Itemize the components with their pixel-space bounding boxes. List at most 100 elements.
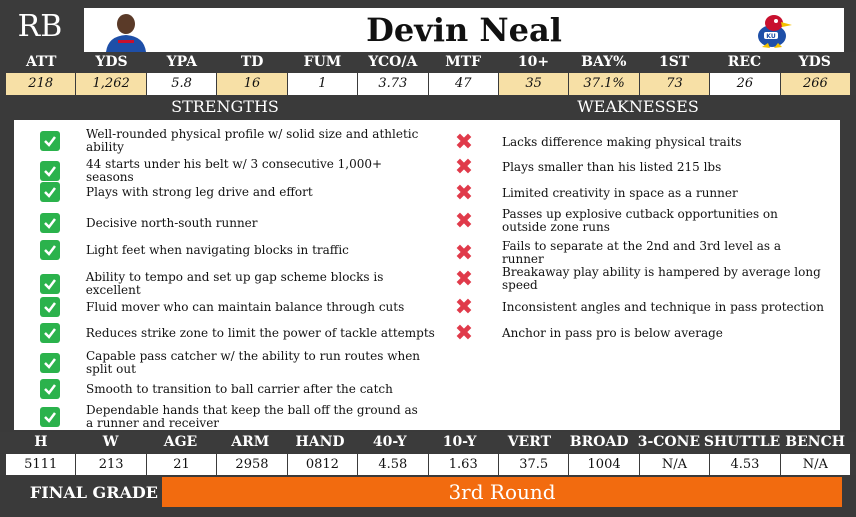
weakness-item: ✖ Inconsistent angles and technique in p…: [454, 294, 834, 320]
x-mark-icon: ✖: [454, 180, 474, 206]
measurable-value: 21: [146, 454, 217, 475]
weakness-item: ✖ Lacks difference making physical trait…: [454, 129, 834, 155]
measurable-value: N/A: [780, 454, 851, 475]
stat-header: TD: [240, 54, 264, 70]
strength-item: Ability to tempo and set up gap scheme b…: [40, 271, 440, 297]
check-icon: [40, 131, 60, 151]
weakness-item: ✖ Plays smaller than his listed 215 lbs: [454, 154, 834, 180]
stat-header-row: ATT YDS YPA TD FUM YCO/A MTF 10+ BAY% 1S…: [0, 52, 856, 73]
stat-value: 1: [287, 73, 358, 95]
check-icon: [40, 161, 60, 181]
measurable-header: VERT: [507, 434, 552, 450]
weakness-text: Passes up explosive cutback opportunitie…: [502, 207, 778, 234]
x-mark-icon: ✖: [454, 294, 474, 320]
player-name: Devin Neal: [366, 11, 562, 49]
strength-item: Plays with strong leg drive and effort: [40, 182, 440, 202]
strength-item: Smooth to transition to ball carrier aft…: [40, 379, 440, 399]
strength-text: Capable pass catcher w/ the ability to r…: [86, 349, 421, 376]
final-grade-value: 3rd Round: [162, 477, 842, 507]
stat-value: 3.73: [358, 73, 428, 95]
stat-value: 5.8: [146, 73, 217, 95]
stat-value: 1,262: [76, 73, 146, 95]
weakness-item: ✖ Passes up explosive cutback opportunit…: [454, 208, 834, 234]
measurables-value-row: 5111 213 21 2958 0812 4.58 1.63 37.5 100…: [0, 454, 856, 475]
stat-header: REC: [727, 54, 762, 70]
check-icon: [40, 182, 60, 202]
x-mark-icon: ✖: [454, 129, 474, 155]
check-icon: [40, 323, 60, 343]
measurable-value: 37.5: [498, 454, 569, 475]
stat-value: 37.1%: [569, 73, 639, 95]
strengths-weaknesses-panel: Well-rounded physical profile w/ solid s…: [14, 120, 840, 430]
stat-header: 1ST: [658, 54, 690, 70]
position-label: RB: [0, 0, 80, 52]
measurable-header: 10-Y: [442, 434, 477, 450]
strength-text: 44 starts under his belt w/ 3 consecutiv…: [86, 157, 383, 184]
weakness-text: Fails to separate at the 2nd and 3rd lev…: [502, 239, 782, 266]
svg-text:KU: KU: [766, 33, 776, 40]
weakness-text: Lacks difference making physical traits: [502, 134, 742, 149]
strength-text: Reduces strike zone to limit the power o…: [85, 325, 435, 340]
measurable-value: 1004: [569, 454, 639, 475]
x-mark-icon: ✖: [454, 154, 474, 180]
strength-text: Plays with strong leg drive and effort: [86, 184, 313, 199]
measurable-header: W: [102, 434, 119, 450]
x-mark-icon: ✖: [454, 208, 474, 234]
weakness-text: Plays smaller than his listed 215 lbs: [502, 159, 722, 174]
measurable-value: 1.63: [428, 454, 498, 475]
measurable-header: 40-Y: [372, 434, 407, 450]
stat-header: YPA: [166, 54, 197, 70]
strength-text: Ability to tempo and set up gap scheme b…: [85, 270, 384, 297]
stat-header: YDS: [798, 54, 831, 70]
weaknesses-heading: WEAKNESSES: [577, 97, 699, 116]
stat-value: 35: [498, 73, 569, 95]
measurable-value: N/A: [639, 454, 710, 475]
stat-header: YDS: [95, 54, 128, 70]
stat-header: FUM: [303, 54, 342, 70]
check-icon: [40, 407, 60, 427]
stat-header: ATT: [25, 54, 57, 70]
check-icon: [40, 353, 60, 373]
weakness-text: Inconsistent angles and technique in pas…: [502, 299, 824, 314]
x-mark-icon: ✖: [454, 266, 474, 292]
final-grade-label: FINAL GRADE: [29, 483, 158, 502]
strength-text: Well-rounded physical profile w/ solid s…: [86, 127, 419, 154]
weakness-text: Breakaway play ability is hampered by av…: [502, 265, 821, 292]
strength-item: Well-rounded physical profile w/ solid s…: [40, 128, 440, 154]
weakness-item: ✖ Anchor in pass pro is below average: [454, 320, 834, 346]
weakness-item: ✖ Limited creativity in space as a runne…: [454, 180, 834, 206]
strength-item: Reduces strike zone to limit the power o…: [40, 323, 440, 343]
strength-item: Decisive north-south runner: [40, 213, 440, 233]
measurable-value: 0812: [287, 454, 358, 475]
measurable-header: 3-CONE: [637, 434, 701, 450]
measurable-value: 4.53: [710, 454, 780, 475]
stat-value: 218: [6, 73, 76, 95]
x-mark-icon: ✖: [454, 320, 474, 346]
strength-text: Dependable hands that keep the ball off …: [86, 403, 418, 430]
check-icon: [40, 240, 60, 260]
measurable-header: SHUTTLE: [703, 434, 781, 450]
measurable-value: 5111: [6, 454, 76, 475]
measurable-header: BROAD: [569, 434, 629, 450]
weakness-item: ✖ Breakaway play ability is hampered by …: [454, 266, 834, 292]
measurable-value: 4.58: [358, 454, 428, 475]
stat-value-row: 218 1,262 5.8 16 1 3.73 47 35 37.1% 73 2…: [0, 73, 856, 95]
stat-value: 16: [217, 73, 287, 95]
measurable-header: BENCH: [785, 434, 845, 450]
x-mark-icon: ✖: [454, 240, 474, 266]
weakness-text: Limited creativity in space as a runner: [502, 185, 738, 200]
strength-item: Capable pass catcher w/ the ability to r…: [40, 350, 440, 376]
stat-header: MTF: [445, 54, 482, 70]
stat-value: 26: [710, 73, 780, 95]
strength-text: Fluid mover who can maintain balance thr…: [86, 299, 405, 314]
measurable-header: H: [34, 434, 48, 450]
measurable-value: 213: [76, 454, 146, 475]
measurables-header-row: H W AGE ARM HAND 40-Y 10-Y VERT BROAD 3-…: [0, 432, 856, 453]
measurable-header: ARM: [231, 434, 270, 450]
check-icon: [40, 274, 60, 294]
title-bar: Devin Neal KU: [84, 8, 844, 52]
jayhawk-logo-icon: KU: [758, 15, 792, 48]
check-icon: [40, 379, 60, 399]
check-icon: [40, 213, 60, 233]
stat-header: 10+: [517, 54, 550, 70]
